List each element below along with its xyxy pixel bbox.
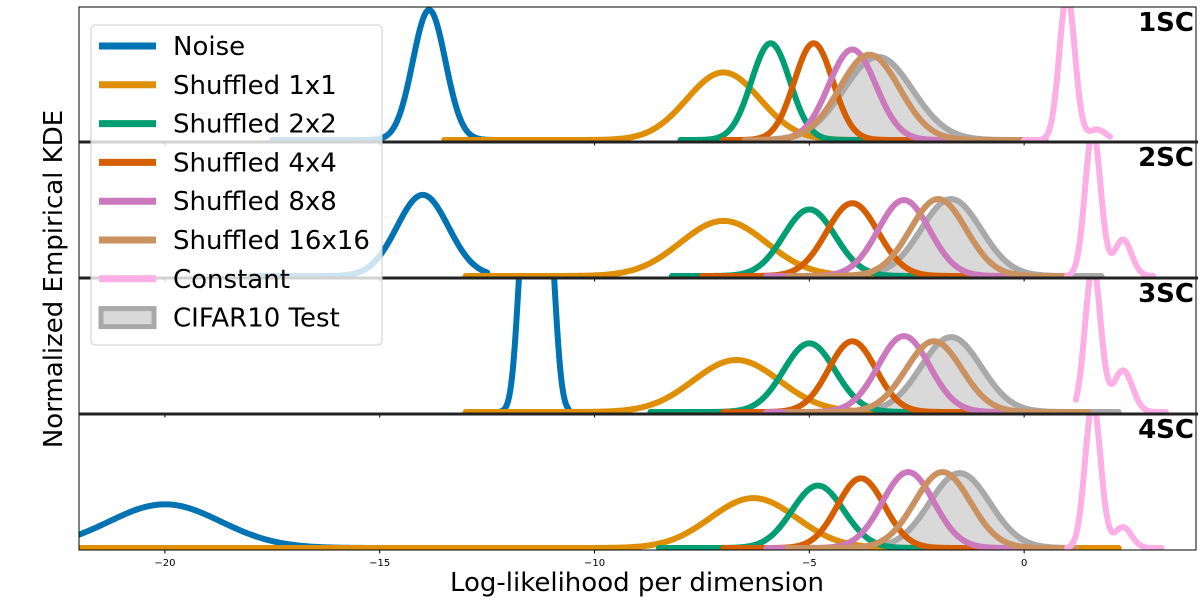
- panel-label: 1SC: [1138, 8, 1194, 38]
- legend: Noise Shuffled 1x1 Shuffled 2x2 Shuffled 4x…: [90, 24, 383, 346]
- panel-frame: [78, 413, 1197, 551]
- legend-item-shuffled-2x2: Shuffled 2x2: [99, 110, 337, 140]
- legend-label: Shuffled 2x2: [173, 110, 337, 140]
- x-tick-label: −10: [584, 558, 605, 569]
- panel-label: 3SC: [1138, 279, 1194, 309]
- legend-label: Noise: [173, 32, 245, 62]
- series-shuffled-16x16-4sc: [784, 469, 1079, 550]
- legend-item-shuffled-1x1: Shuffled 1x1: [99, 71, 337, 101]
- legend-item-cifar10-test: CIFAR10 Test: [98, 304, 340, 334]
- panel-2sc: 2SC: [78, 141, 1197, 282]
- x-tick-label: 0: [1021, 558, 1027, 569]
- legend-item-shuffled-8x8: Shuffled 8x8: [99, 187, 337, 217]
- series-cifar10-test-fill-4sc: [787, 473, 1111, 548]
- series-constant-3sc: [1072, 278, 1169, 414]
- series-shuffled-16x16-2sc: [784, 196, 1071, 278]
- panel-label: 4SC: [1138, 415, 1194, 445]
- legend-label: Shuffled 4x4: [173, 148, 337, 178]
- series-shuffled-16x16-1sc: [741, 51, 1028, 142]
- legend-item-shuffled-16x16: Shuffled 16x16: [99, 226, 370, 256]
- panel-3sc: 3SC: [78, 277, 1197, 418]
- x-axis: −20 −15 −10 −5 0: [154, 558, 1027, 569]
- panels: 1SC 2SC 3SC 4SC: [78, 6, 1198, 554]
- series-shuffled-16x16-3sc: [784, 338, 1092, 414]
- series-constant-4sc: [1064, 414, 1165, 550]
- series-cifar10-test-fill-2sc: [787, 199, 1102, 276]
- legend-item-shuffled-4x4: Shuffled 4x4: [99, 148, 337, 178]
- legend-swatch: [98, 306, 157, 330]
- legend-label: Constant: [173, 265, 290, 295]
- series-noise-3sc: [497, 278, 572, 414]
- panel-4sc: 4SC: [78, 413, 1197, 554]
- legend-item-constant: Constant: [99, 265, 290, 295]
- x-tick-label: −5: [802, 558, 817, 569]
- legend-label: Shuffled 1x1: [173, 71, 337, 101]
- series-constant-1sc: [1021, 7, 1114, 142]
- series-shuffled-4x4-2sc: [698, 200, 1006, 278]
- panel-label: 2SC: [1138, 143, 1194, 173]
- series-cifar10-test-fill-3sc: [787, 337, 1119, 412]
- series-cifar10-test-fill-1sc: [744, 56, 1046, 140]
- legend-item-noise: Noise: [99, 32, 245, 62]
- x-tick-label: −20: [154, 558, 175, 569]
- x-axis-title: Log-likelihood per dimension: [450, 568, 824, 598]
- legend-label: CIFAR10 Test: [173, 304, 340, 334]
- series-constant-2sc: [1064, 142, 1157, 278]
- x-tick-label: −15: [369, 558, 390, 569]
- legend-label: Shuffled 16x16: [173, 226, 370, 256]
- y-axis-title: Normalized Empirical KDE: [39, 110, 69, 448]
- panel-1sc: 1SC: [78, 6, 1197, 146]
- series-noise-4sc: [79, 501, 598, 550]
- legend-frame: [90, 24, 383, 346]
- legend-label: Shuffled 8x8: [173, 187, 337, 217]
